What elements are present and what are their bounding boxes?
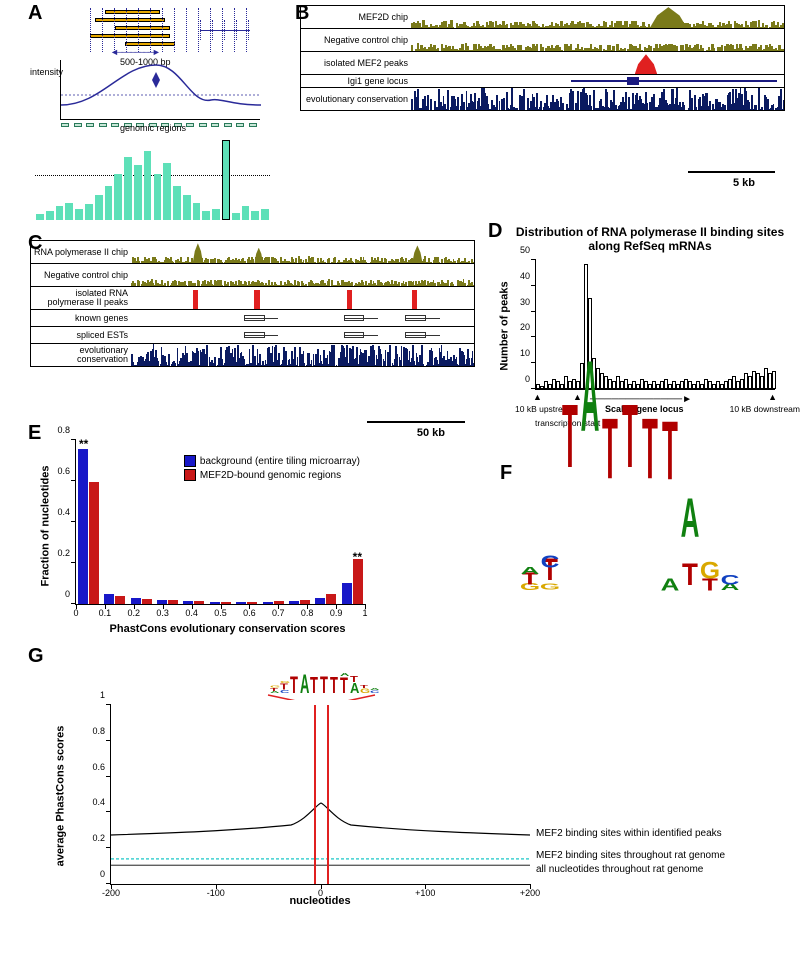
track-label: evolutionary conservation [301, 88, 411, 110]
track-label: isolated MEF2 peaks [301, 52, 411, 74]
panel-f-logo: GTAGTCTATTTATTATGAC [520, 475, 760, 585]
track-data [411, 29, 784, 51]
track-label: Igi1 gene locus [301, 75, 411, 87]
svg-text:G: G [270, 685, 280, 688]
reads-diagram [90, 10, 250, 50]
panel-c: RNA polymerase II chipNegative control c… [30, 240, 475, 405]
panel-d-plot: 01020304050 [535, 260, 775, 390]
svg-text:A: A [340, 672, 349, 677]
panel-e: Fraction of nucleotides background (enti… [30, 430, 380, 640]
svg-text:T: T [360, 684, 368, 689]
scalebar-b-label: 5 kb [733, 177, 755, 189]
reads-span-arrow: ◄────────► [110, 47, 159, 57]
svg-text:T: T [280, 683, 288, 692]
svg-text:T: T [290, 673, 298, 699]
genomic-regions-label: genomic regions [120, 123, 186, 133]
track-label: Negative control chip [301, 29, 411, 51]
bar-plot-a [35, 135, 270, 220]
panel-d: Distribution of RNA polymerase II bindin… [490, 225, 790, 445]
panel-g-xlabel: nucleotides [110, 895, 530, 907]
svg-text:A: A [370, 688, 380, 691]
track-data [411, 6, 784, 28]
panel-g-plot: 00.20.40.60.81-200-1000+100+200MEF2 bind… [110, 705, 530, 885]
svg-text:T: T [310, 672, 318, 698]
panel-a: ◄────────► 500-1000 bp intensity genomic… [30, 5, 280, 225]
svg-text:T: T [350, 675, 358, 684]
panel-e-plot: background (entire tiling microarray)MEF… [75, 440, 365, 605]
scalebar-c-label: 50 kb [417, 427, 445, 439]
scalebar-b [688, 171, 775, 173]
panel-d-ylabel: Number of peaks [499, 281, 511, 370]
track-label: MEF2D chip [301, 6, 411, 28]
svg-text:A: A [300, 670, 309, 699]
svg-text:T: T [320, 673, 328, 699]
intensity-label: intensity [30, 67, 63, 77]
mini-logo: ATGCTGTATTTTAATGTCA [260, 655, 380, 695]
panel-e-legend: background (entire tiling microarray)MEF… [184, 455, 360, 483]
intensity-plot [60, 60, 260, 120]
panel-e-ylabel: Fraction of nucleotides [40, 465, 52, 586]
track-data [411, 52, 784, 74]
scalebar-c [367, 421, 465, 423]
svg-text:G: G [280, 681, 290, 683]
svg-text:T: T [330, 672, 338, 698]
panel-b: MEF2D chipNegative control chipisolated … [300, 5, 785, 155]
track-data [411, 88, 784, 110]
panel-e-xlabel: PhastCons evolutionary conservation scor… [75, 623, 380, 635]
panel-label-f: F [500, 462, 512, 485]
panel-g: ATGCTGTATTTTAATGTCA average PhastCons sc… [30, 650, 670, 940]
panel-d-title: Distribution of RNA polymerase II bindin… [510, 225, 790, 253]
track-data [411, 75, 784, 87]
panel-g-ylabel: average PhastCons scores [54, 726, 66, 867]
